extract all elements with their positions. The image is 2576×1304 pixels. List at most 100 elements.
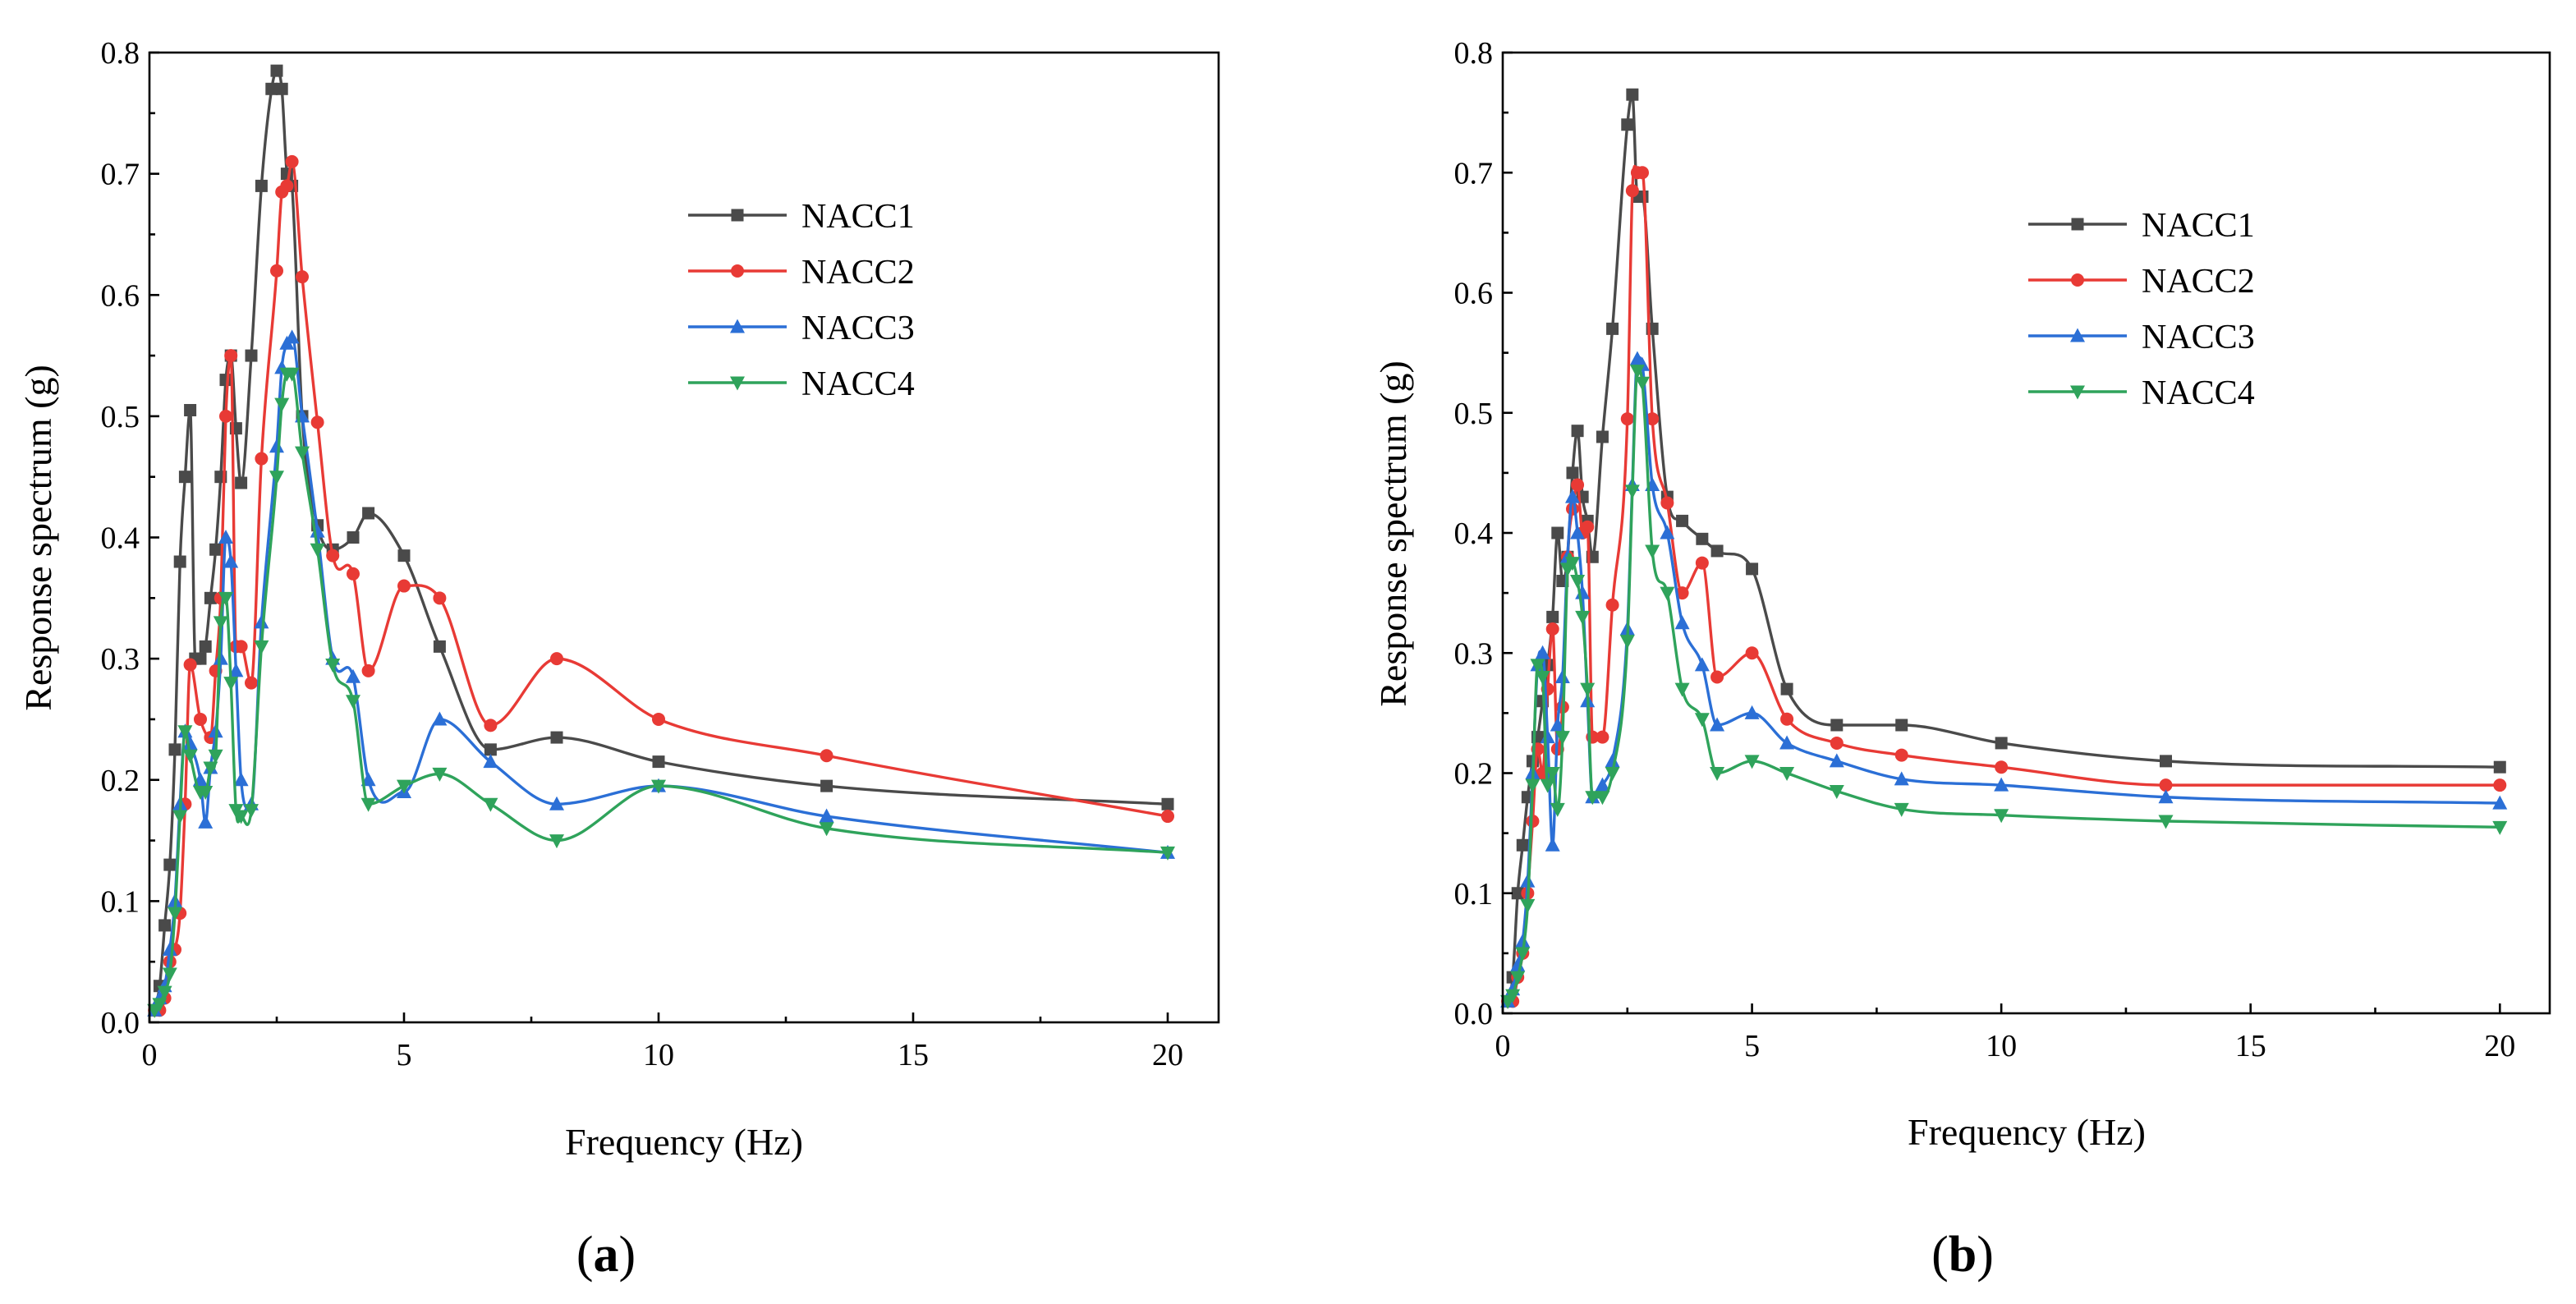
data-point <box>168 743 181 756</box>
data-point <box>326 549 340 562</box>
data-point <box>1710 670 1724 684</box>
data-point <box>1551 526 1564 540</box>
data-point <box>1605 753 1620 768</box>
data-point <box>1595 777 1610 792</box>
data-point <box>162 941 177 956</box>
data-point <box>245 349 258 362</box>
data-point <box>219 409 232 423</box>
data-point <box>178 471 191 484</box>
data-point <box>819 808 834 823</box>
data-point <box>223 553 239 568</box>
data-point <box>269 471 284 485</box>
data-point <box>1606 322 1619 335</box>
x-tick-label: 15 <box>2235 1029 2266 1063</box>
y-tick-label: 0.3 <box>101 642 140 677</box>
legend-swatch-marker <box>731 209 744 222</box>
y-tick-label: 0.5 <box>1454 397 1494 431</box>
data-point <box>208 749 223 764</box>
x-tick-label: 0 <box>1495 1029 1511 1063</box>
y-tick-label: 0.8 <box>1454 36 1494 71</box>
data-point <box>1674 682 1690 697</box>
data-point <box>1554 669 1570 683</box>
y-ticks-a: 0.0 0.1 0.2 0.3 0.4 0.5 0.6 0.7 0.8 <box>101 36 159 1040</box>
data-point <box>1830 719 1844 732</box>
data-point <box>254 614 269 629</box>
data-point <box>1161 810 1174 824</box>
x-tick-label: 20 <box>2484 1029 2515 1063</box>
data-point <box>1571 478 1585 492</box>
panel-a: 0.0 0.1 0.2 0.3 0.4 0.5 0.6 0.7 0.8 0 5 10 15 20 Fre… <box>17 36 1220 1283</box>
data-point <box>284 367 300 382</box>
y-ticks-b: 0.0 0.1 0.2 0.3 0.4 0.5 0.6 0.7 0.8 <box>1454 36 1513 1031</box>
data-point <box>1710 767 1725 781</box>
y-tick-label: 0.3 <box>1454 636 1494 671</box>
data-point <box>1660 586 1675 601</box>
data-point <box>1629 365 1645 379</box>
data-point <box>397 549 411 562</box>
y-tick-label: 0.0 <box>1454 997 1494 1031</box>
data-point <box>1565 489 1580 503</box>
series-nacc1 <box>148 64 1174 1017</box>
data-point <box>198 814 214 829</box>
data-point <box>1710 717 1725 732</box>
data-point <box>1620 412 1634 426</box>
y-axis-title-a: Response spectrum (g) <box>17 365 59 711</box>
data-point <box>228 663 244 677</box>
legend-swatch-marker <box>2071 218 2084 231</box>
data-point <box>347 531 360 544</box>
y-tick-label: 0.0 <box>101 1006 140 1040</box>
data-point <box>397 579 411 593</box>
data-point <box>325 659 341 673</box>
y-tick-label: 0.6 <box>101 278 140 313</box>
data-point <box>433 591 447 605</box>
data-point <box>295 446 310 461</box>
data-point <box>296 270 309 284</box>
y-tick-label: 0.7 <box>101 158 140 192</box>
data-point <box>652 712 665 726</box>
data-point <box>2493 760 2506 774</box>
data-point <box>1829 784 1844 799</box>
legend-item-nacc2: NACC2 <box>688 254 915 292</box>
data-point <box>1161 797 1174 810</box>
data-point <box>1675 586 1689 600</box>
data-point <box>1779 767 1795 781</box>
data-point <box>819 822 834 837</box>
panel-b: 0.0 0.1 0.2 0.3 0.4 0.5 0.6 0.7 0.8 0 5 10 15 20 Fre… <box>1372 36 2551 1283</box>
legend-label: NACC3 <box>2142 319 2255 356</box>
data-point <box>1511 887 1524 900</box>
data-point <box>432 711 448 726</box>
x-tick-label: 0 <box>142 1038 158 1072</box>
data-point <box>1596 730 1609 744</box>
data-point <box>245 676 258 690</box>
data-point <box>1995 760 2009 774</box>
data-point <box>213 650 228 665</box>
data-point <box>1515 933 1531 948</box>
legend-label: NACC4 <box>801 365 915 403</box>
data-point <box>1595 791 1610 806</box>
series-line-nacc2 <box>1506 164 2501 1003</box>
data-point <box>1545 767 1560 781</box>
x-tick-label: 5 <box>1744 1029 1760 1063</box>
data-point <box>1550 717 1565 732</box>
data-point <box>346 668 360 683</box>
data-point <box>1520 898 1536 913</box>
data-point <box>310 416 324 429</box>
x-tick-label: 5 <box>397 1038 412 1072</box>
data-point <box>1545 622 1559 636</box>
legend-label: NACC2 <box>2142 263 2255 301</box>
data-point <box>285 154 299 168</box>
x-axis-title-a: Frequency (Hz) <box>565 1121 803 1163</box>
data-point <box>1674 615 1690 630</box>
data-point <box>168 907 182 921</box>
series-line-nacc1 <box>153 69 1169 1012</box>
data-point <box>550 731 563 744</box>
legend-item-nacc2: NACC2 <box>2028 263 2255 301</box>
series-line-nacc2 <box>153 160 1169 1012</box>
data-point <box>1894 771 1909 786</box>
data-point <box>1581 520 1595 534</box>
data-point <box>1746 562 1759 576</box>
series-nacc2 <box>1501 164 2507 1008</box>
series-line-nacc3 <box>153 336 1169 1012</box>
data-point <box>820 749 833 763</box>
legend-b: NACC1 NACC2 NACC3 NACC4 <box>2028 207 2255 412</box>
